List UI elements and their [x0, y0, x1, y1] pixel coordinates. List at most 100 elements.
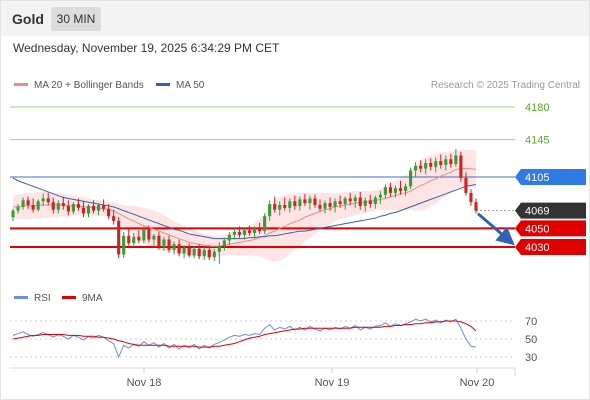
- candle-body: [232, 232, 236, 235]
- level-tag-4105: 4105: [515, 169, 586, 185]
- datetime-text: Wednesday, November 19, 2025 6:34:29 PM …: [13, 41, 280, 55]
- candle-body: [293, 201, 297, 206]
- candle-body: [318, 205, 322, 209]
- candle-body: [157, 235, 161, 247]
- legend-ma9-label: 9MA: [82, 293, 103, 304]
- candle-body: [258, 228, 262, 232]
- candle-body: [36, 201, 40, 210]
- candle-body: [247, 230, 252, 233]
- level-label-4050: 4050: [525, 223, 549, 235]
- candle-body: [56, 203, 60, 210]
- rsi-line: [12, 318, 477, 359]
- candle-body: [378, 194, 382, 198]
- candle-body: [308, 198, 312, 204]
- candle-body: [464, 177, 468, 193]
- candle-body: [207, 249, 211, 258]
- candle-body: [41, 198, 45, 202]
- level-tag-bg: [515, 220, 586, 237]
- candle-body: [227, 234, 231, 241]
- candle-body: [358, 197, 362, 206]
- candle-body: [132, 236, 136, 244]
- candle-body: [368, 200, 372, 205]
- candle-body: [197, 248, 201, 257]
- rsi-ma9-line: [12, 320, 477, 348]
- candle-body: [298, 199, 302, 206]
- candle-body: [283, 205, 287, 208]
- candle-body: [439, 161, 443, 165]
- candle-body: [167, 239, 171, 250]
- x-tick-label: Nov 20: [460, 377, 495, 389]
- candle-body: [76, 204, 80, 208]
- timeframe-button[interactable]: 30 MIN: [51, 7, 101, 31]
- candle-body: [222, 240, 226, 247]
- candle-body: [242, 230, 247, 235]
- candle-body: [363, 200, 367, 206]
- rsi-tick-label: 30: [525, 352, 537, 364]
- candle-body: [419, 165, 423, 169]
- candle-body: [152, 235, 156, 240]
- candle-body: [66, 205, 70, 212]
- ma9-swatch: [62, 295, 76, 299]
- candle-body: [459, 155, 463, 178]
- candle-body: [424, 163, 428, 169]
- candle-body: [388, 187, 393, 193]
- candle-body: [434, 161, 438, 167]
- candle-body: [117, 220, 121, 255]
- level-tag-4050: 4050: [515, 220, 586, 237]
- candle-body: [348, 198, 352, 202]
- candle-body: [403, 186, 408, 191]
- candle-body: [444, 159, 448, 165]
- candle-body: [96, 205, 101, 211]
- level-tag-bg: [515, 202, 586, 219]
- candle-body: [449, 159, 453, 164]
- ma20-line: [13, 168, 477, 247]
- research-credit: Research © 2025 Trading Central: [430, 80, 580, 91]
- legend-ma50: MA 50: [156, 80, 204, 91]
- ma50-swatch: [156, 82, 170, 86]
- x-tick-label: Nov 18: [127, 377, 162, 389]
- candle-body: [182, 247, 186, 254]
- legend-rsi: RSI: [14, 293, 51, 304]
- candle-body: [187, 247, 191, 256]
- level-label-4180: 4180: [525, 102, 549, 114]
- candle-body: [26, 200, 30, 205]
- rsi-tick-label: 70: [525, 316, 537, 328]
- candle-body: [273, 204, 277, 210]
- level-label-4105: 4105: [525, 172, 549, 184]
- legend-ma9: 9MA: [62, 293, 103, 304]
- rsi-swatch: [14, 295, 28, 299]
- candle-body: [373, 197, 377, 205]
- candle-body: [333, 201, 337, 207]
- legend-rsi-label: RSI: [34, 293, 51, 304]
- level-tag-bg: [515, 239, 586, 255]
- candle-body: [46, 198, 50, 203]
- candle-body: [122, 235, 126, 255]
- candle-body: [172, 244, 176, 250]
- bollinger-swatch: [14, 82, 28, 86]
- candle-body: [112, 216, 116, 221]
- candle-body: [86, 205, 91, 214]
- candle-body: [409, 170, 413, 187]
- level-tag-bg: [515, 169, 586, 185]
- candle-body: [303, 199, 307, 204]
- level-tag-4030: 4030: [515, 239, 586, 255]
- candle-body: [237, 232, 242, 235]
- candle-body: [11, 210, 15, 218]
- candle-body: [253, 228, 257, 233]
- candle-body: [162, 239, 166, 247]
- candle-body: [474, 202, 478, 211]
- candle-body: [288, 201, 292, 208]
- candle-body: [338, 201, 342, 205]
- candle-body: [383, 187, 387, 195]
- x-tick-label: Nov 19: [315, 377, 350, 389]
- legend-ma50-label: MA 50: [176, 80, 205, 91]
- candle-body: [91, 205, 96, 211]
- candle-body: [192, 248, 196, 256]
- legend-bollinger: MA 20 + Bollinger Bands: [14, 80, 144, 91]
- candle-body: [217, 246, 221, 252]
- level-tag-4069: 4069: [515, 202, 586, 219]
- candle-body: [212, 251, 216, 258]
- candle-body: [263, 216, 267, 232]
- forecast-arrow: [477, 212, 515, 246]
